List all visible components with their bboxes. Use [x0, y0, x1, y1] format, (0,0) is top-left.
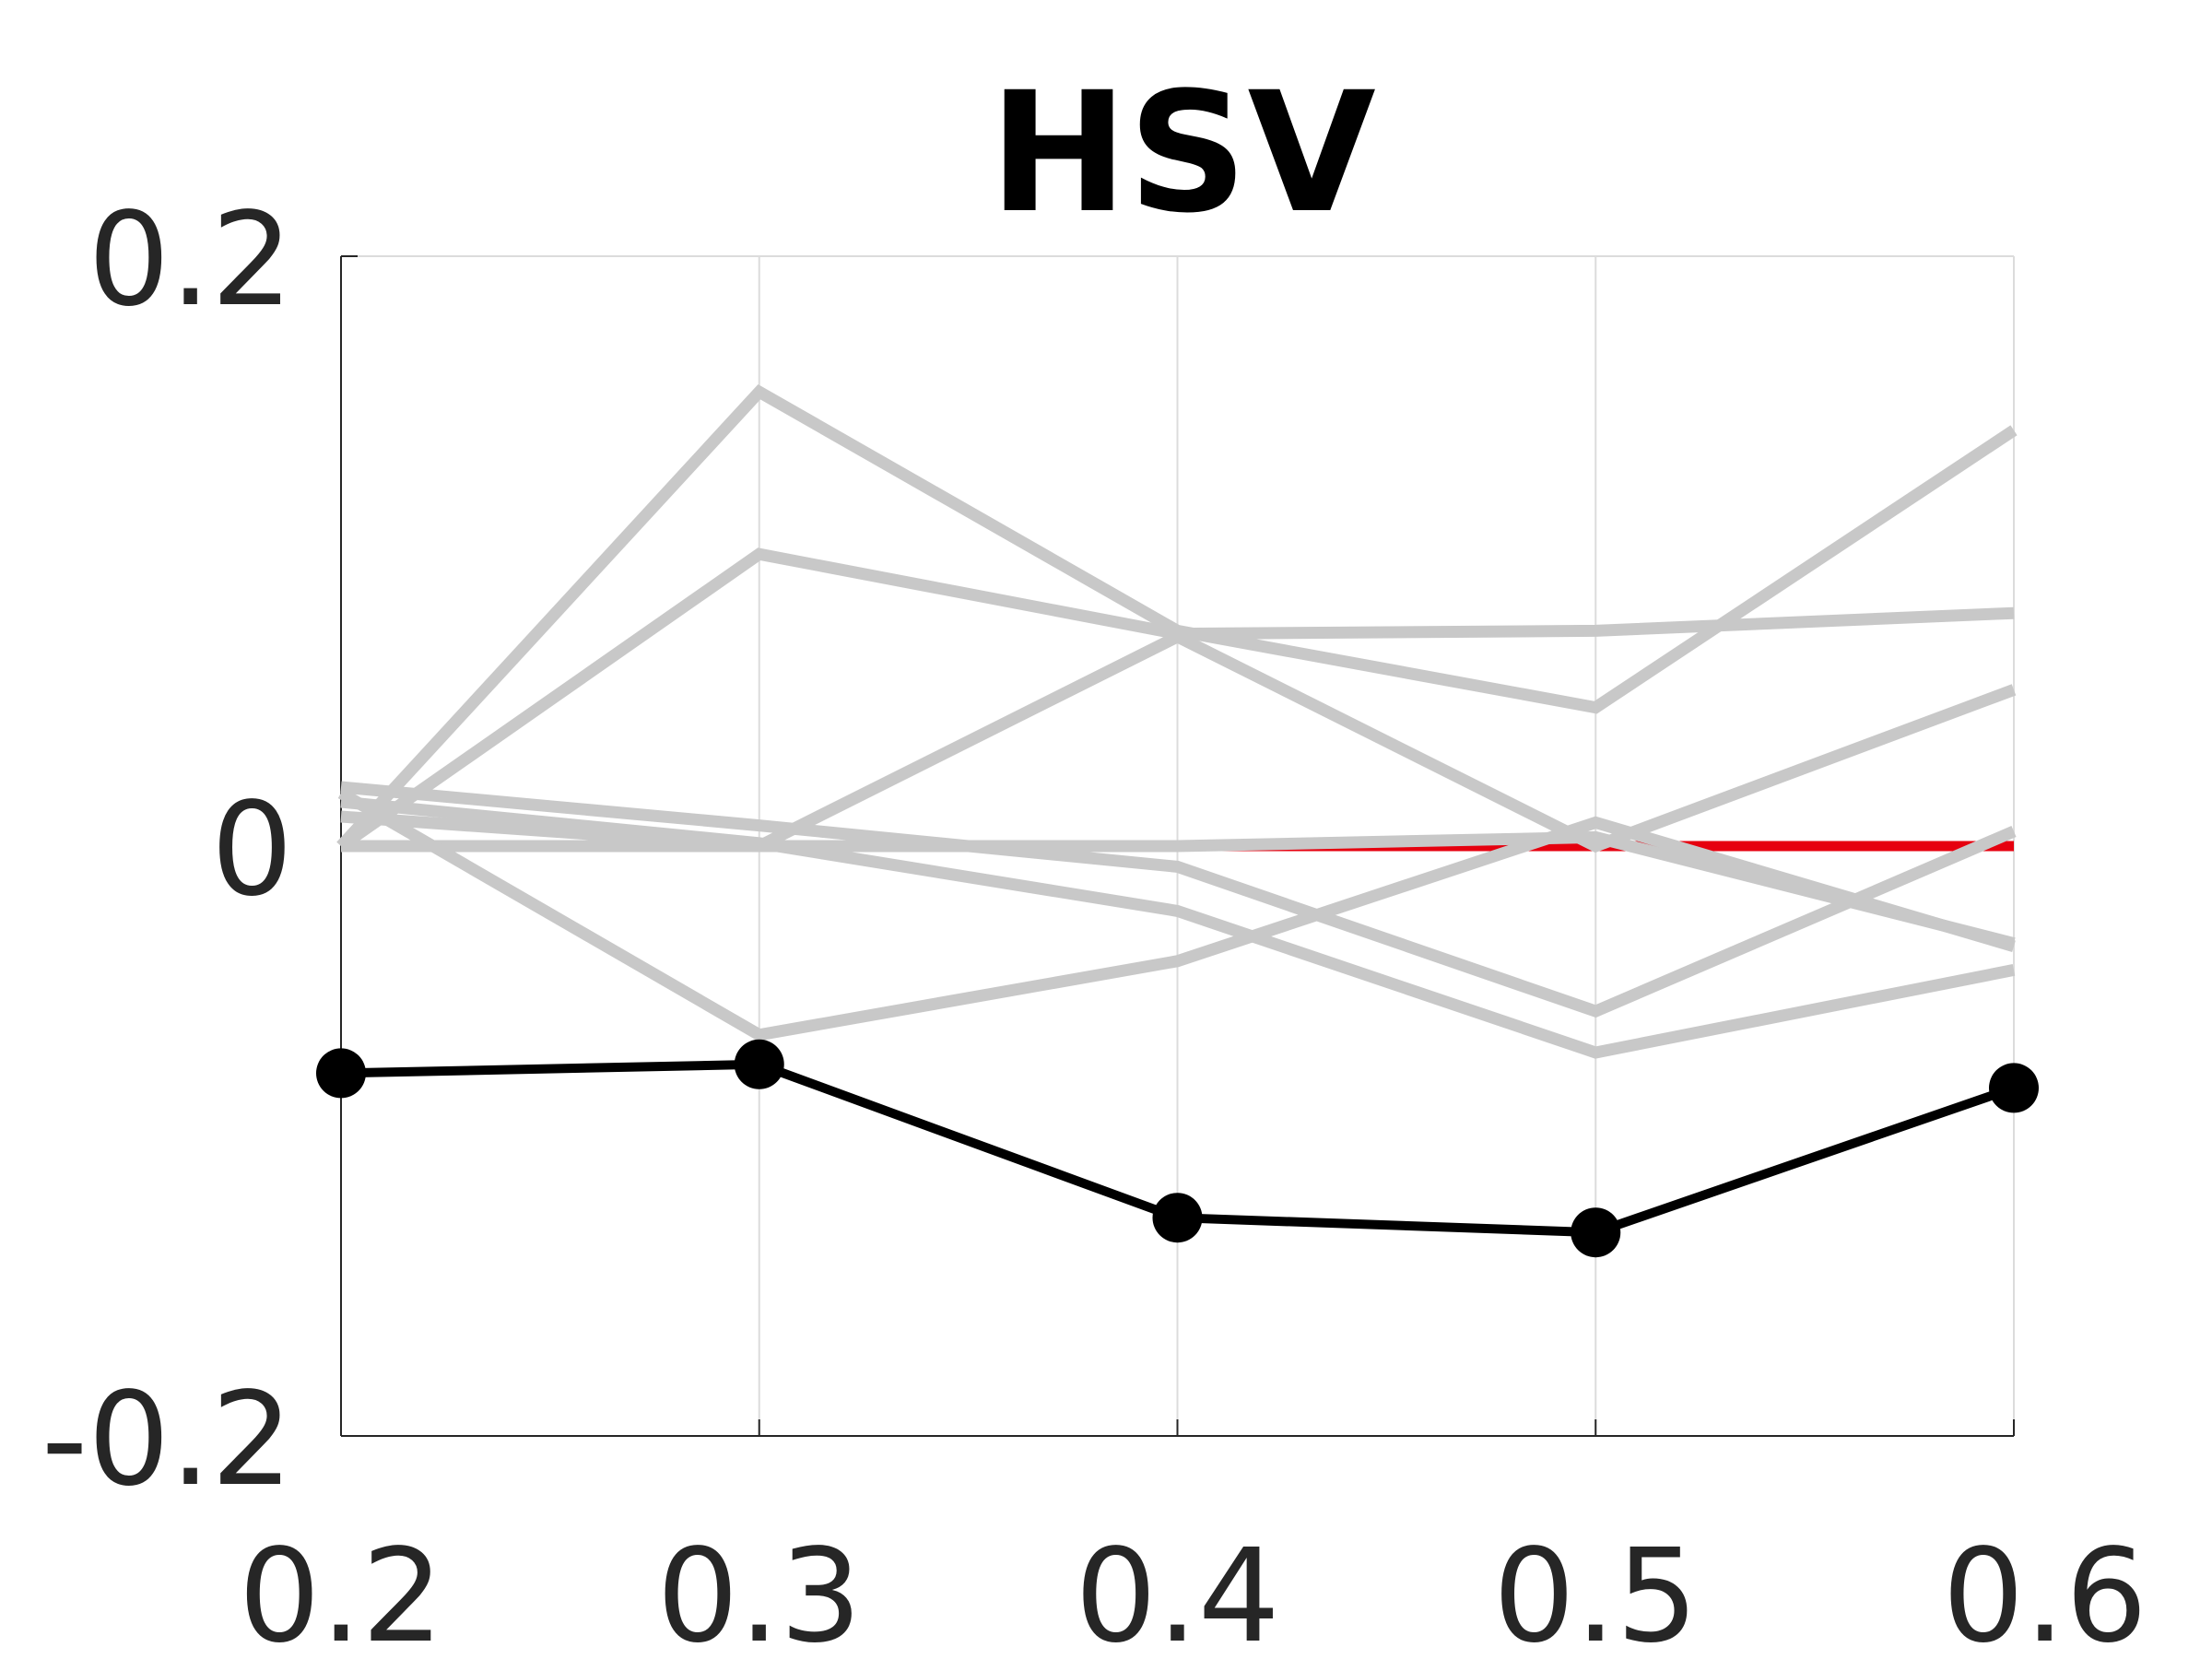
background-series-line-4: [340, 781, 2017, 1018]
x-tick-label-0: 0.2: [239, 1522, 444, 1659]
x-tick-label-2: 0.4: [1075, 1522, 1280, 1659]
background-series-line-3: [337, 787, 2016, 1041]
background-series-group: [336, 383, 2018, 1059]
background-series-line-2: [341, 629, 2017, 853]
y-tick-labels: -0.2 0 0.2: [41, 185, 293, 1515]
x-tick-label-1: 0.3: [656, 1522, 862, 1659]
x-tick-label-4: 0.6: [1942, 1522, 2147, 1659]
background-series-line-6: [340, 810, 2016, 949]
y-tick-label-2: 0.2: [88, 185, 293, 335]
x-tick-label-3: 0.5: [1493, 1522, 1699, 1659]
main-series-point-1: [734, 1039, 784, 1089]
background-series-line-5: [340, 795, 2016, 1059]
y-tick-label-1: 0: [211, 775, 293, 925]
main-series-point-3: [1571, 1207, 1621, 1258]
main-series-group: [316, 1039, 2039, 1258]
main-series-point-0: [316, 1048, 366, 1099]
main-series-point-2: [1152, 1193, 1203, 1243]
main-series-point-4: [1989, 1063, 2039, 1113]
y-tick-label-0: -0.2: [41, 1365, 293, 1515]
x-tick-labels: 0.2 0.3 0.4 0.5 0.6: [239, 1522, 2147, 1659]
chart-title: HSV: [989, 57, 1376, 250]
